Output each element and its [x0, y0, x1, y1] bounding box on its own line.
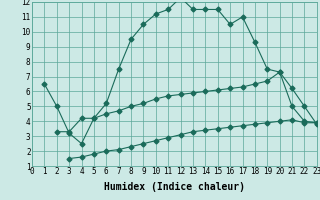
X-axis label: Humidex (Indice chaleur): Humidex (Indice chaleur) [104, 182, 245, 192]
